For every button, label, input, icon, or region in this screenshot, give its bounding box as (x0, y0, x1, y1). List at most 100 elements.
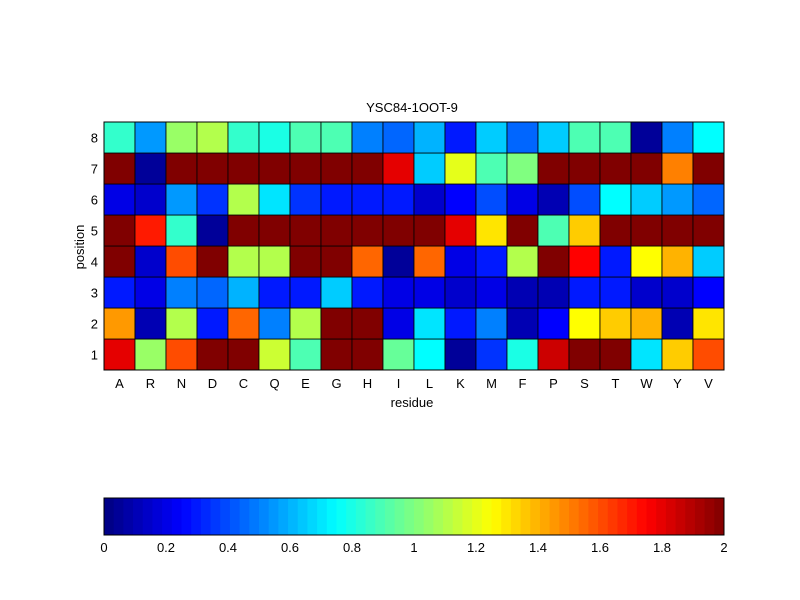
heatmap-cell (444, 152, 477, 185)
heatmap-cell (630, 152, 663, 185)
heatmap-cell (661, 121, 694, 154)
x-tick-label: S (580, 376, 589, 391)
heatmap-cell (103, 307, 136, 340)
heatmap-cell (258, 245, 291, 278)
heatmap-cell (289, 245, 322, 278)
heatmap-cell (506, 214, 539, 247)
colorbar-swatch (559, 498, 570, 535)
colorbar-swatch (142, 498, 153, 535)
heatmap-cell (382, 245, 415, 278)
colorbar-swatch (665, 498, 677, 535)
heatmap-cell (661, 338, 694, 371)
heatmap-cell (258, 307, 291, 340)
y-axis-label: position (72, 225, 87, 270)
heatmap-cell (103, 121, 136, 154)
plot-frame (103, 121, 725, 371)
heatmap-cell (630, 338, 663, 371)
heatmap-cell (444, 276, 477, 309)
heatmap-cell (289, 214, 322, 247)
heatmap-cell (134, 152, 167, 185)
heatmap-cell (661, 307, 694, 340)
heatmap-cell (165, 121, 198, 154)
colorbar-swatch (569, 498, 580, 535)
heatmap-cell (692, 245, 725, 278)
colorbar-swatch (229, 498, 241, 535)
colorbar-swatch (520, 498, 531, 535)
colorbar-swatch (268, 498, 279, 535)
heatmap-cell (568, 152, 601, 185)
colorbar-tick-label: 0 (100, 540, 107, 555)
heatmap-cell (413, 245, 446, 278)
heatmap-cell (320, 245, 353, 278)
colorbar-swatch (578, 498, 589, 535)
colorbar-swatch (646, 498, 657, 535)
heatmap-cell (506, 307, 539, 340)
x-tick-label: L (426, 376, 433, 391)
colorbar-swatch (443, 498, 454, 535)
heatmap-cell (692, 121, 725, 154)
heatmap-cell (661, 276, 694, 309)
colorbar-swatch (307, 498, 318, 535)
x-tick-label: R (146, 376, 155, 391)
heatmap-cell (227, 245, 260, 278)
heatmap-cell (196, 338, 229, 371)
colorbar-swatch (171, 498, 182, 535)
heatmap-cell (599, 338, 632, 371)
heatmap-cell (692, 183, 725, 216)
colorbar-swatch (133, 498, 144, 535)
colorbar-swatch (675, 498, 686, 535)
heatmap-cell (134, 121, 167, 154)
x-tick-label: M (486, 376, 497, 391)
heatmap-cell (599, 245, 632, 278)
colorbar-swatch (104, 498, 115, 535)
colorbar-swatch (636, 498, 647, 535)
colorbar-swatch (510, 498, 522, 535)
heatmap-cell (506, 276, 539, 309)
heatmap-cell (413, 276, 446, 309)
heatmap-cell (227, 152, 260, 185)
heatmap-cell (537, 121, 570, 154)
colorbar-swatch (326, 498, 337, 535)
heatmap-cell (134, 183, 167, 216)
heatmap-cell (320, 183, 353, 216)
heatmap-cell (475, 121, 508, 154)
heatmap-cell (227, 183, 260, 216)
heatmap-cell (196, 152, 229, 185)
chart-title: YSC84-1OOT-9 (366, 100, 458, 115)
heatmap-cell (103, 183, 136, 216)
heatmap-cell (351, 338, 384, 371)
colorbar (104, 498, 725, 535)
heatmap-cell (351, 214, 384, 247)
colorbar-swatch (123, 498, 134, 535)
heatmap-cell (165, 214, 198, 247)
heatmap-cell (320, 152, 353, 185)
colorbar-swatch (481, 498, 492, 535)
heatmap-cell (692, 338, 725, 371)
y-tick-label: 7 (91, 162, 98, 177)
heatmap-cell (351, 276, 384, 309)
heatmap-cell (382, 214, 415, 247)
colorbar-swatch (346, 498, 357, 535)
heatmap-cell (382, 121, 415, 154)
y-tick-labels: 1 2 3 4 5 6 7 8 (91, 131, 98, 363)
x-tick-label: Q (269, 376, 279, 391)
heatmap-cell (537, 245, 570, 278)
heatmap-cell (630, 245, 663, 278)
heatmap-cell (692, 307, 725, 340)
heatmap-cell (444, 307, 477, 340)
heatmap-cell (258, 152, 291, 185)
colorbar-swatch (288, 498, 299, 535)
x-tick-label: C (239, 376, 248, 391)
heatmap-cell (661, 214, 694, 247)
heatmap-cell (444, 183, 477, 216)
heatmap-cell (475, 152, 508, 185)
colorbar-tick-label: 1 (410, 540, 417, 555)
colorbar-tick-label: 2 (720, 540, 727, 555)
x-tick-label: D (208, 376, 217, 391)
colorbar-swatch (462, 498, 473, 535)
x-tick-label: I (397, 376, 401, 391)
colorbar-swatch (394, 498, 405, 535)
colorbar-tick-labels: 0 0.2 0.4 0.6 0.8 1 1.2 1.4 1.6 1.8 2 (100, 540, 727, 555)
heatmap-cell (568, 183, 601, 216)
heatmap-cell (351, 307, 384, 340)
